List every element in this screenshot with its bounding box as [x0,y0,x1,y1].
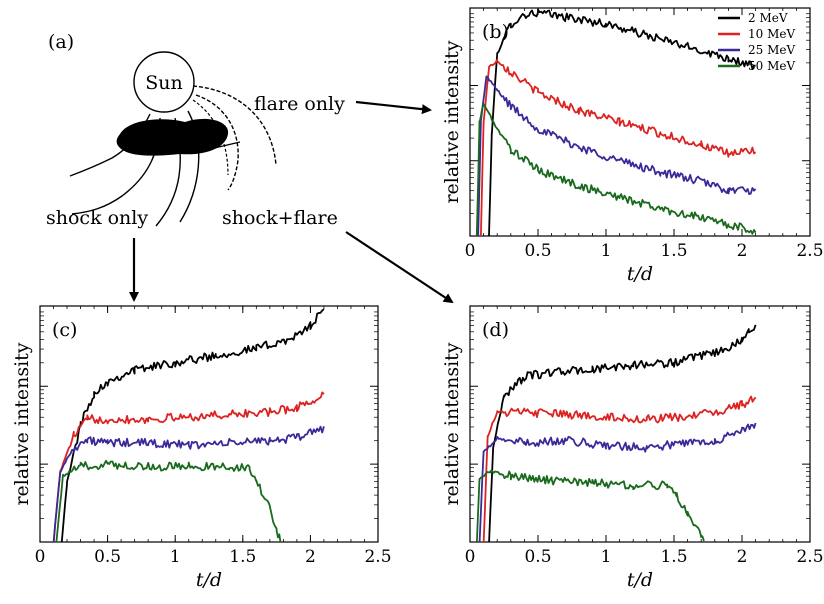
y-axis-label: relative intensity [11,342,33,505]
series-line-10-mev [52,391,325,542]
x-tick-label: 1.5 [229,547,256,567]
series-line-50-mev [475,103,757,236]
series-line-10-mev [482,395,757,542]
flare-field-line [192,85,277,166]
series-line-25-mev [52,425,325,542]
sun-circle [133,51,195,113]
plot-frame [469,7,811,237]
x-tick-label: 0.5 [524,241,551,261]
x-tick-label: 0 [465,547,476,567]
panel-tag: (d) [482,319,509,341]
x-tick-label: 0 [35,547,46,567]
y-axis-label: relative intensity [441,40,463,203]
x-tick-label: 2 [737,241,748,261]
series-line-2-mev [488,324,757,542]
panel-tag: (b) [482,21,509,43]
legend-label: 10 MeV [748,27,795,41]
series-line-50-mev [475,469,705,542]
x-tick-label: 2 [305,547,316,567]
x-axis-label: t/d [196,569,222,591]
chart-panel-c: 0 0.5 1 1.5 2 2.5 t/d relative intensity (c) [11,305,392,591]
x-tick-label: 1 [601,547,612,567]
x-tick-label: 2.5 [796,241,823,261]
x-tick-label: 1.5 [660,547,687,567]
series-line-10-mev [480,58,757,236]
legend-label: 50 MeV [748,59,795,73]
x-tick-label: 0 [465,241,476,261]
chart-panel-d: 0 0.5 1 1.5 2 2.5 t/d relative intensity (d) [441,305,824,591]
x-axis-label: t/d [627,263,653,285]
x-tick-label: 2.5 [796,547,823,567]
legend-label: 25 MeV [748,43,795,57]
x-axis-label: t/d [627,569,653,591]
shock-front-line [205,141,241,151]
series-line-2-mev [60,308,325,542]
panel-a-diagram: (a) Sun flare only shock only shock+flar… [46,31,454,304]
shock-blob [116,118,229,156]
x-tick-label: 1.5 [660,241,687,261]
y-axis-label: relative intensity [441,342,463,505]
series-group [52,308,325,542]
chart-panel-b: 0 0.5 1 1.5 2 2.5 t/d relative intensity (b) 2 Me… [441,7,824,285]
arrow-to-b [355,100,432,115]
series-line-25-mev [477,75,757,236]
x-tick-label: 1 [170,547,181,567]
flare-field-line [192,99,229,176]
x-tick-label: 0.5 [94,547,121,567]
series-line-50-mev [55,459,282,542]
x-tick-label: 2 [737,547,748,567]
shock-only-label: shock only [46,207,148,229]
flare-only-label: flare only [254,93,345,115]
plot-frame [469,305,811,543]
panel-tag: (c) [52,319,77,341]
arrow-to-d [345,231,454,304]
series-group [475,324,757,542]
plot-frame [39,305,379,543]
shock-flare-label: shock+flare [222,207,338,229]
legend-label: 2 MeV [748,11,788,25]
series-line-2-mev [488,8,756,236]
series-group [475,8,757,236]
sun-label: Sun [145,72,183,94]
panel-a-tag: (a) [48,31,74,53]
series-line-25-mev [478,422,757,542]
x-tick-label: 0.5 [524,547,551,567]
x-tick-label: 1 [601,241,612,261]
x-tick-label: 2.5 [364,547,391,567]
